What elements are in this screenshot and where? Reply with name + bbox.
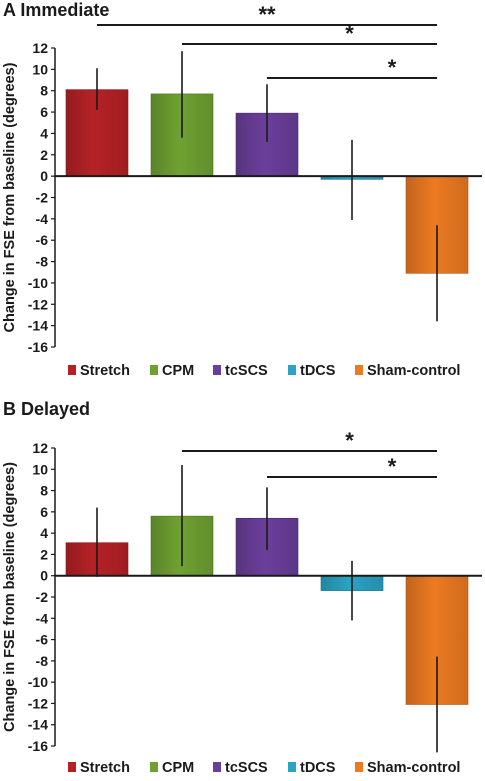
legend-label: tcSCS bbox=[225, 363, 268, 379]
y-tick-label: -2 bbox=[36, 190, 49, 206]
legend-swatch bbox=[68, 762, 76, 772]
y-tick-label: 8 bbox=[40, 83, 48, 99]
y-axis-label: Change in FSE from baseline (degrees) bbox=[2, 462, 18, 732]
legend-label: Stretch bbox=[80, 760, 130, 776]
chart-delayed: Change in FSE from baseline (degrees) 12 1… bbox=[2, 428, 482, 776]
significance-marker: * bbox=[388, 55, 397, 80]
y-tick-label: 2 bbox=[40, 546, 48, 562]
y-tick-label: -4 bbox=[36, 610, 49, 626]
y-tick-label: -16 bbox=[28, 339, 48, 355]
y-tick-label: -8 bbox=[36, 653, 49, 669]
significance-marker: * bbox=[388, 454, 397, 479]
y-tick-label: -12 bbox=[28, 296, 48, 312]
y-axis-label: Change in FSE from baseline (degrees) bbox=[2, 62, 18, 332]
y-tick-label: -8 bbox=[36, 254, 49, 270]
legend-swatch bbox=[355, 762, 363, 772]
y-tick-label: 12 bbox=[32, 440, 48, 456]
y-tick-label: -4 bbox=[36, 211, 49, 227]
y-tick-label: -10 bbox=[28, 275, 48, 291]
y-tick-label: -10 bbox=[28, 674, 48, 690]
y-tick-label: -16 bbox=[28, 738, 48, 754]
y-tick-label: -6 bbox=[36, 232, 49, 248]
y-tick-label: 8 bbox=[40, 483, 48, 499]
y-tick-label: 10 bbox=[32, 61, 48, 77]
legend-label: CPM bbox=[162, 363, 194, 379]
legend-swatch bbox=[150, 365, 158, 375]
legend-label: tcSCS bbox=[225, 760, 268, 776]
y-tick-label: 0 bbox=[40, 568, 48, 584]
y-tick-label: 12 bbox=[32, 40, 48, 56]
legend-swatch bbox=[68, 365, 76, 375]
y-tick-label: -14 bbox=[28, 717, 48, 733]
legend-label: tDCS bbox=[300, 363, 336, 379]
y-tick-label: 6 bbox=[40, 504, 48, 520]
significance-marker: ** bbox=[258, 2, 276, 27]
y-tick-label: 10 bbox=[32, 461, 48, 477]
legend-label: CPM bbox=[162, 760, 194, 776]
legend-label: tDCS bbox=[300, 760, 336, 776]
legend-label: Sham-control bbox=[367, 363, 460, 379]
legend-swatch bbox=[288, 365, 296, 375]
y-tick-label: 6 bbox=[40, 104, 48, 120]
y-tick-label: 4 bbox=[40, 525, 48, 541]
y-tick-label: 0 bbox=[40, 168, 48, 184]
y-tick-label: -14 bbox=[28, 318, 48, 334]
panel-b-title: B Delayed bbox=[3, 399, 91, 419]
legend-swatch bbox=[213, 762, 221, 772]
legend-swatch bbox=[150, 762, 158, 772]
y-tick-label: -6 bbox=[36, 632, 49, 648]
legend-label: Sham-control bbox=[367, 760, 460, 776]
significance-marker: * bbox=[345, 21, 354, 46]
significance-marker: * bbox=[345, 428, 354, 453]
y-tick-label: 2 bbox=[40, 147, 48, 163]
y-tick-label: -12 bbox=[28, 695, 48, 711]
legend-swatch bbox=[213, 365, 221, 375]
legend-swatch bbox=[288, 762, 296, 772]
y-tick-label: 4 bbox=[40, 125, 48, 141]
panel-a-title: A Immediate bbox=[3, 0, 110, 20]
y-tick-label: -2 bbox=[36, 589, 49, 605]
chart-immediate: Change in FSE from baseline (degrees) 12 1… bbox=[2, 2, 482, 379]
legend-label: Stretch bbox=[80, 363, 130, 379]
legend-swatch bbox=[355, 365, 363, 375]
